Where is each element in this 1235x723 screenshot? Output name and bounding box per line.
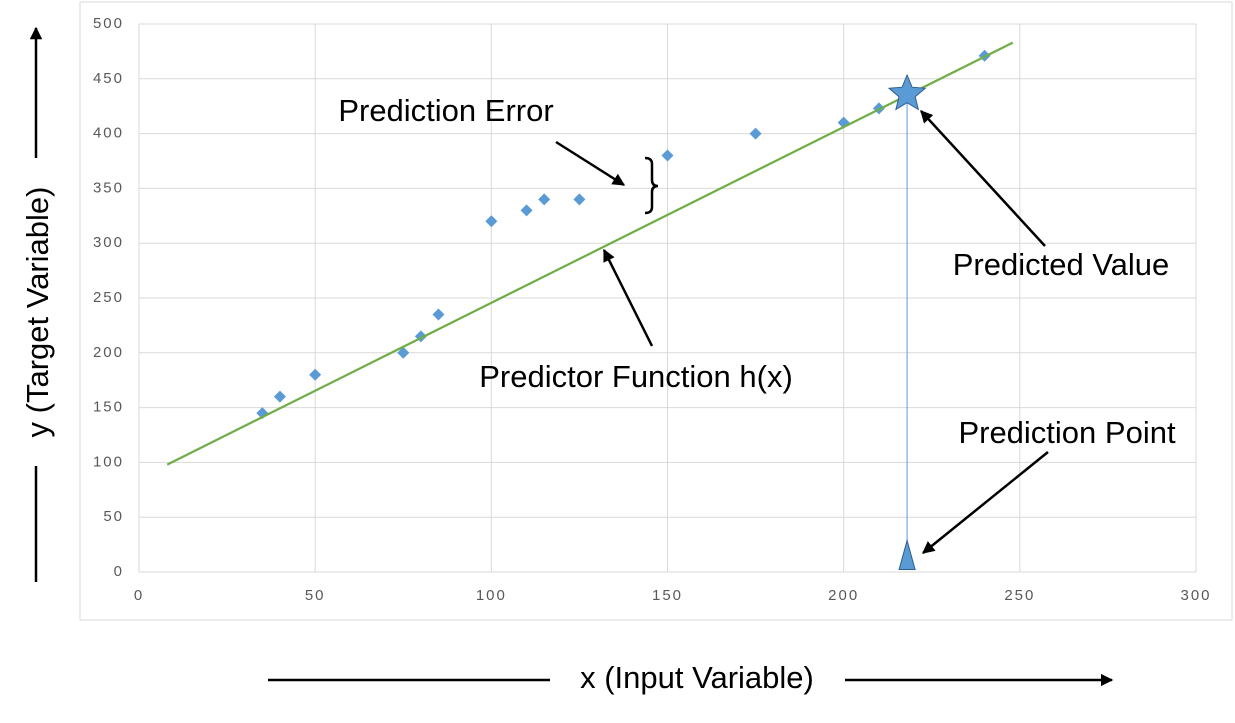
y-tick-label: 350 <box>93 179 124 196</box>
y-tick-label: 0 <box>114 563 124 580</box>
x-axis-title: x (Input Variable) <box>580 660 814 695</box>
y-tick-label: 400 <box>93 125 124 142</box>
y-tick-label: 450 <box>93 70 124 87</box>
y-axis-title: y (Target Variable) <box>20 187 55 438</box>
x-tick-label: 250 <box>1004 587 1035 604</box>
annotation: Prediction Error <box>338 93 553 128</box>
data-point <box>538 193 551 206</box>
annotation: Predicted Value <box>953 247 1170 282</box>
y-tick-label: 250 <box>93 289 124 306</box>
y-tick-label: 300 <box>93 234 124 251</box>
y-tick-label: 500 <box>93 15 124 32</box>
x-tick-label: 150 <box>652 587 683 604</box>
annotation: Prediction Point <box>958 415 1176 450</box>
grid: 0 50 100 150 200 250 300 350 400 450 500 0 50 100 150 2… <box>93 15 1211 604</box>
annotation: Predictor Function h(x) <box>479 359 793 394</box>
data-point <box>520 204 533 217</box>
y-tick-label: 150 <box>93 399 124 416</box>
chart-frame <box>79 1 1233 621</box>
y-tick-label: 100 <box>93 453 124 470</box>
data-point <box>661 149 674 162</box>
arrow <box>920 110 1046 247</box>
x-tick-label: 200 <box>828 587 859 604</box>
x-tick-label: 100 <box>476 587 507 604</box>
y-tick-label: 50 <box>103 508 124 525</box>
plot <box>166 41 1014 571</box>
arrow <box>922 451 1049 554</box>
brace <box>644 156 659 215</box>
data-point <box>485 215 498 228</box>
x-tick-label: 300 <box>1180 587 1211 604</box>
y-tick-label: 200 <box>93 344 124 361</box>
x-tick-label: 0 <box>134 587 144 604</box>
data-point <box>397 346 410 359</box>
x-tick-label: 50 <box>305 587 326 604</box>
data-point <box>432 308 445 321</box>
arrow <box>555 140 626 187</box>
data-point <box>309 368 322 381</box>
predicted-value <box>887 73 927 111</box>
data-point <box>273 390 286 403</box>
prediction-point <box>898 538 916 571</box>
data-point <box>573 193 586 206</box>
fit-line <box>166 41 1014 466</box>
arrow <box>602 248 654 347</box>
data-point <box>749 127 762 140</box>
